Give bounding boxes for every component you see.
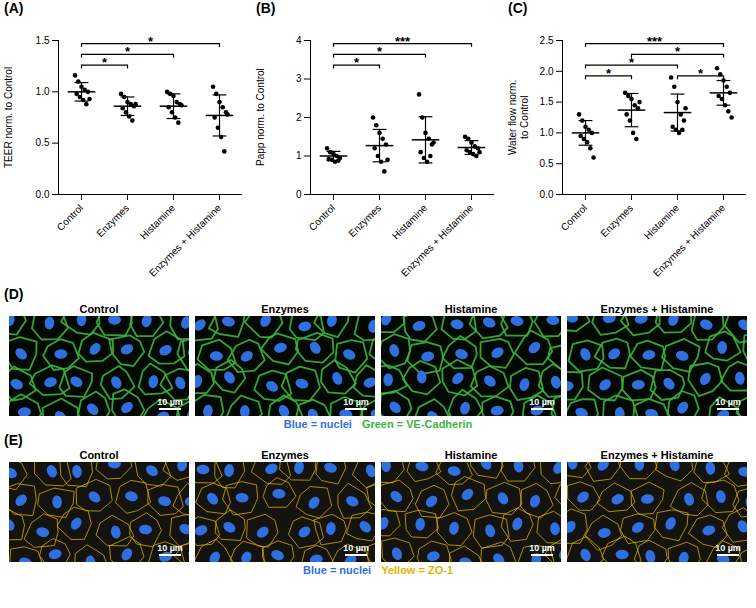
svg-text:10 µm: 10 µm: [529, 397, 555, 407]
svg-text:*: *: [354, 55, 360, 70]
html-text:Control: Control: [79, 449, 119, 461]
svg-text:Enzymes + Histamine: Enzymes + Histamine: [147, 202, 224, 279]
svg-text:2.5: 2.5: [540, 35, 554, 46]
html-text:Control: Control: [79, 303, 119, 315]
html-text:(B): (B): [256, 0, 276, 16]
svg-text:*: *: [125, 44, 131, 59]
html-text:Blue = nuclei: Blue = nuclei: [283, 418, 352, 430]
svg-text:Enzymes: Enzymes: [94, 202, 131, 239]
html-text:Histamine: Histamine: [444, 303, 498, 315]
html-text:Blue = nuclei: Blue = nuclei: [303, 564, 372, 576]
svg-text:0: 0: [296, 189, 302, 200]
svg-text:*: *: [698, 66, 704, 81]
svg-text:*: *: [148, 34, 154, 49]
html-text:Water flow norm. to Control: Water flow norm. to Control: [507, 79, 530, 155]
html-text:Yellow = ZO-1: Yellow = ZO-1: [381, 564, 453, 576]
svg-text:10 µm: 10 µm: [343, 543, 369, 553]
svg-text:1.5: 1.5: [540, 96, 554, 107]
svg-text:0.5: 0.5: [36, 137, 50, 148]
svg-text:1.5: 1.5: [36, 35, 50, 46]
svg-text:10 µm: 10 µm: [529, 543, 555, 553]
svg-text:2: 2: [296, 112, 302, 123]
svg-text:10 µm: 10 µm: [343, 397, 369, 407]
svg-text:10 µm: 10 µm: [157, 397, 183, 407]
svg-text:10 µm: 10 µm: [715, 543, 741, 553]
svg-text:1: 1: [296, 150, 302, 161]
svg-text:Enzymes + Histamine: Enzymes + Histamine: [399, 202, 476, 279]
svg-text:***: ***: [647, 34, 663, 49]
svg-text:0.5: 0.5: [540, 158, 554, 169]
svg-text:Histamine: Histamine: [390, 202, 430, 242]
svg-text:Control: Control: [559, 202, 590, 233]
svg-text:10 µm: 10 µm: [715, 397, 741, 407]
svg-text:*: *: [102, 55, 108, 70]
html-text:Histamine: Histamine: [444, 449, 498, 461]
svg-text:Enzymes: Enzymes: [598, 202, 635, 239]
html-text:Enzymes + Histamine: Enzymes + Histamine: [600, 303, 714, 315]
svg-text:Enzymes + Histamine: Enzymes + Histamine: [651, 202, 728, 279]
svg-text:3: 3: [296, 73, 302, 84]
svg-text:1.0: 1.0: [540, 127, 554, 138]
html-text:Enzymes: Enzymes: [261, 449, 309, 461]
html-text:Enzymes + Histamine: Enzymes + Histamine: [600, 449, 714, 461]
svg-text:0.0: 0.0: [36, 189, 50, 200]
svg-text:0.0: 0.0: [540, 189, 554, 200]
svg-text:2.0: 2.0: [540, 66, 554, 77]
svg-text:Enzymes: Enzymes: [346, 202, 383, 239]
html-text:(D): (D): [4, 286, 24, 302]
html-text:Papp norm. to Control: Papp norm. to Control: [255, 68, 266, 166]
svg-text:4: 4: [296, 35, 302, 46]
svg-text:Histamine: Histamine: [642, 202, 682, 242]
svg-text:*: *: [675, 44, 681, 59]
svg-text:*: *: [377, 44, 383, 59]
svg-text:Control: Control: [307, 202, 338, 233]
svg-text:10 µm: 10 µm: [157, 543, 183, 553]
html-text:TEER norm. to Control: TEER norm. to Control: [3, 66, 14, 168]
svg-text:*: *: [606, 66, 612, 81]
html-text:Green = VE-Cadherin: Green = VE-Cadherin: [361, 418, 473, 430]
svg-text:*: *: [629, 55, 635, 70]
svg-text:***: ***: [395, 34, 411, 49]
svg-text:Histamine: Histamine: [138, 202, 178, 242]
svg-text:1.0: 1.0: [36, 86, 50, 97]
html-text:(C): (C): [508, 0, 528, 16]
html-text:(E): (E): [4, 432, 23, 448]
svg-text:Control: Control: [55, 202, 86, 233]
html-text:(A): (A): [4, 0, 24, 16]
html-text:Enzymes: Enzymes: [261, 303, 309, 315]
